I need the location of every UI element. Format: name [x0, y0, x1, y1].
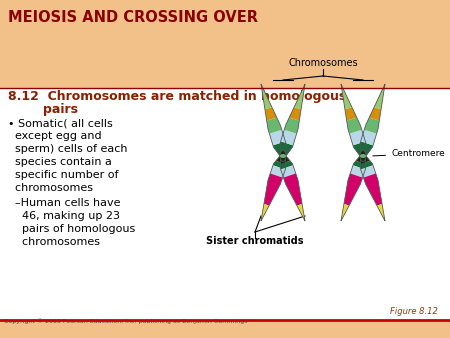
Polygon shape	[345, 107, 357, 121]
Polygon shape	[361, 165, 376, 177]
Polygon shape	[281, 130, 297, 145]
Polygon shape	[346, 118, 362, 134]
Polygon shape	[281, 165, 296, 177]
Text: pairs of homologous: pairs of homologous	[8, 224, 135, 234]
Polygon shape	[267, 118, 282, 134]
Polygon shape	[360, 130, 377, 145]
Polygon shape	[280, 142, 293, 157]
Polygon shape	[341, 84, 352, 110]
Polygon shape	[273, 142, 286, 157]
Polygon shape	[374, 84, 385, 110]
Polygon shape	[273, 161, 286, 169]
Polygon shape	[270, 165, 285, 177]
Ellipse shape	[360, 154, 366, 158]
Polygon shape	[270, 130, 285, 145]
Text: except egg and: except egg and	[8, 131, 102, 141]
Polygon shape	[276, 155, 286, 164]
Polygon shape	[261, 84, 272, 110]
Text: Chromosomes: Chromosomes	[288, 58, 358, 68]
Polygon shape	[280, 155, 290, 164]
Text: MEIOSIS AND CROSSING OVER: MEIOSIS AND CROSSING OVER	[8, 10, 258, 25]
Text: 46, making up 23: 46, making up 23	[8, 211, 120, 221]
Text: Figure 8.12: Figure 8.12	[390, 307, 438, 316]
Polygon shape	[364, 173, 382, 206]
Text: specific number of: specific number of	[8, 170, 118, 180]
Text: chromosomes: chromosomes	[8, 183, 93, 193]
Text: sperm) cells of each: sperm) cells of each	[8, 144, 127, 154]
Polygon shape	[360, 142, 373, 157]
Polygon shape	[280, 161, 293, 169]
Polygon shape	[364, 118, 379, 134]
Polygon shape	[353, 142, 366, 157]
Polygon shape	[265, 107, 277, 121]
Text: Centromere: Centromere	[373, 149, 445, 159]
Ellipse shape	[360, 150, 366, 162]
Text: Sister chromatids: Sister chromatids	[206, 236, 304, 246]
Polygon shape	[297, 204, 305, 221]
Polygon shape	[369, 107, 381, 121]
Polygon shape	[349, 130, 365, 145]
Polygon shape	[360, 161, 373, 169]
Polygon shape	[264, 173, 283, 206]
Polygon shape	[261, 204, 269, 221]
Ellipse shape	[280, 150, 286, 162]
Bar	[0, 88, 450, 320]
Polygon shape	[377, 204, 385, 221]
Polygon shape	[350, 165, 365, 177]
Polygon shape	[356, 155, 366, 164]
Ellipse shape	[280, 154, 286, 158]
Polygon shape	[353, 161, 366, 169]
Polygon shape	[294, 84, 305, 110]
Text: –Human cells have: –Human cells have	[8, 198, 121, 208]
Text: • Somatic( all cells: • Somatic( all cells	[8, 118, 113, 128]
Polygon shape	[344, 173, 363, 206]
Polygon shape	[289, 107, 301, 121]
Text: 8.12  Chromosomes are matched in homologous: 8.12 Chromosomes are matched in homologo…	[8, 90, 346, 103]
Polygon shape	[284, 173, 302, 206]
Text: Copyright © 2003 Pearson Education, Inc. publishing as Benjamin Cummings: Copyright © 2003 Pearson Education, Inc.…	[4, 318, 248, 324]
Text: chromosomes: chromosomes	[8, 237, 100, 247]
Text: species contain a: species contain a	[8, 157, 112, 167]
Polygon shape	[360, 155, 370, 164]
Polygon shape	[341, 204, 349, 221]
Text: pairs: pairs	[8, 103, 78, 116]
Polygon shape	[284, 118, 299, 134]
